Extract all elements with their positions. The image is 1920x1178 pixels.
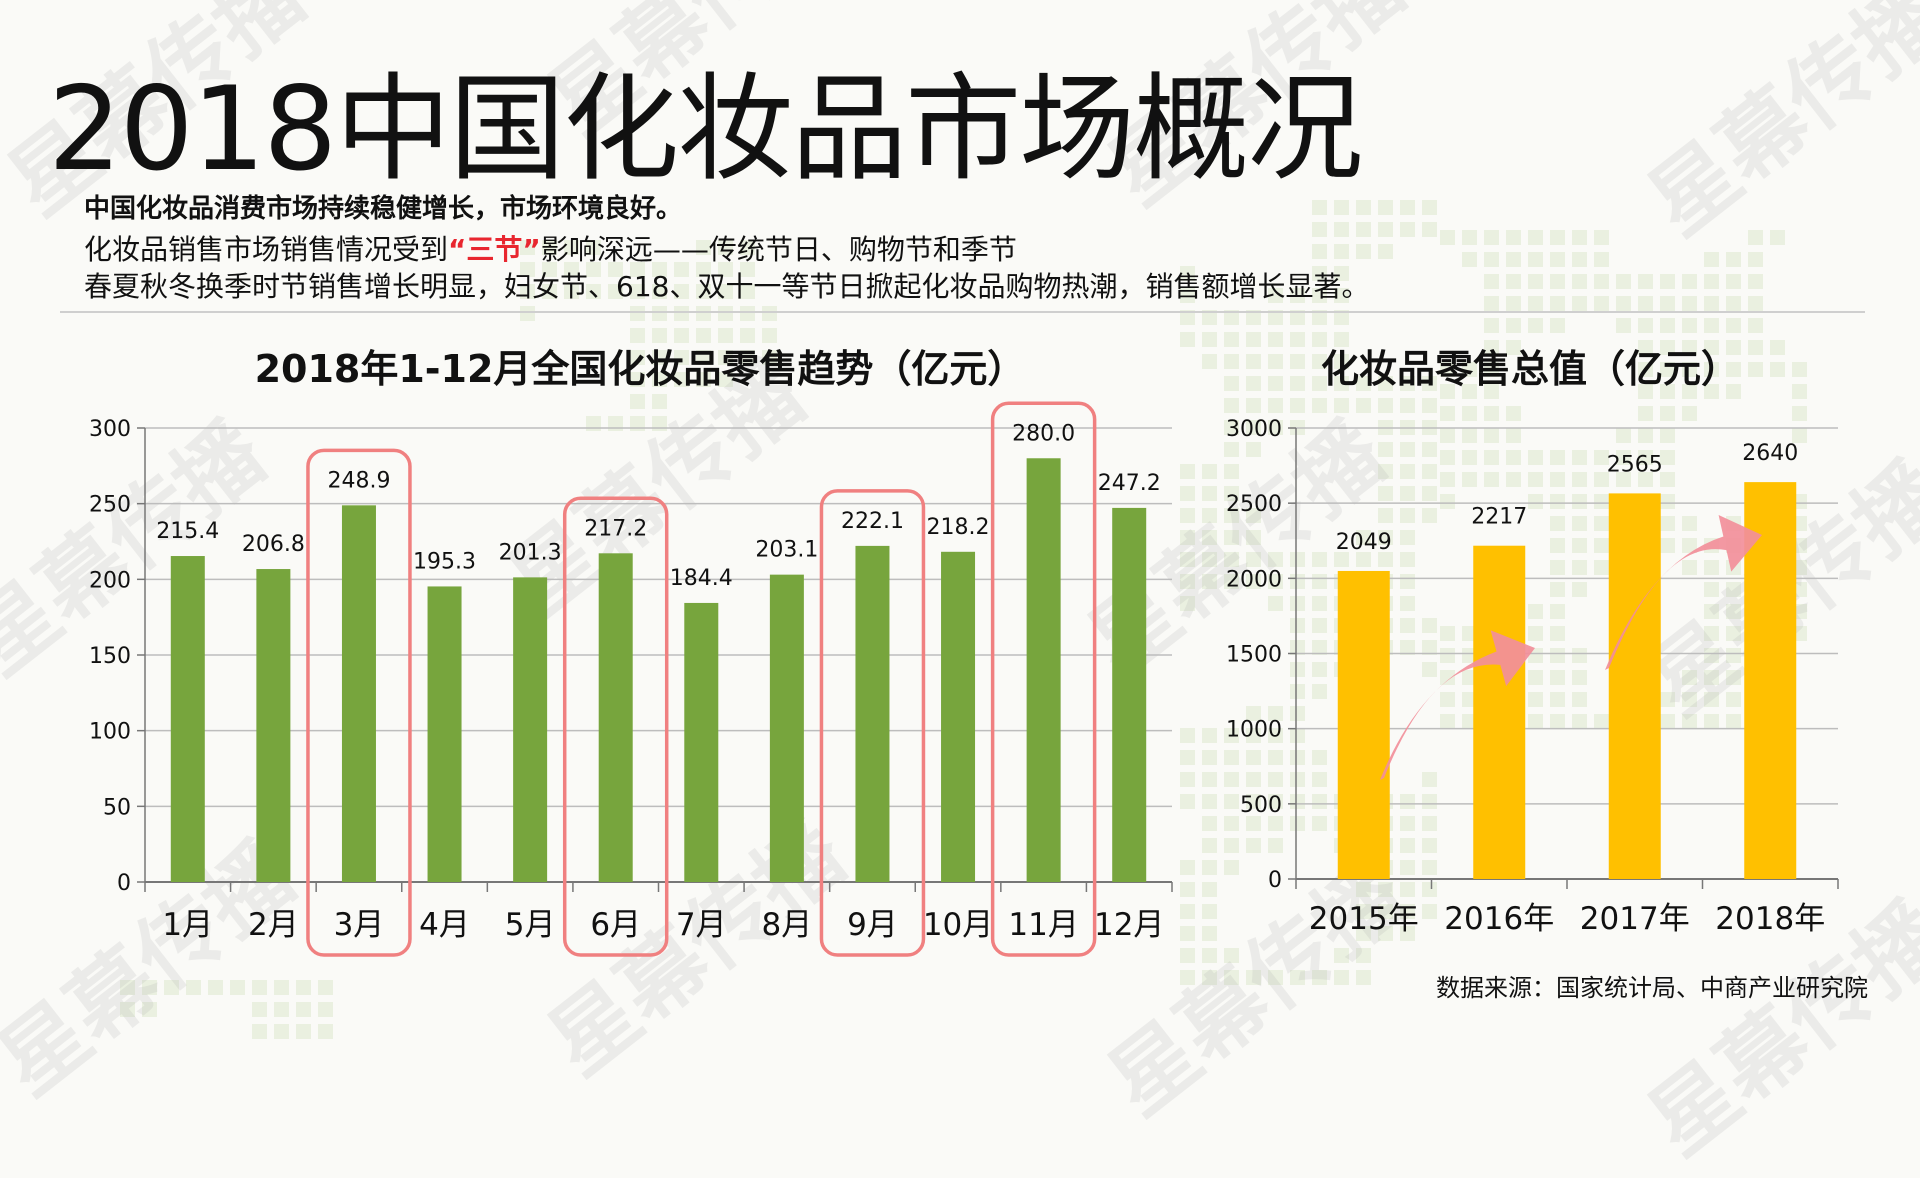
bar-value-label: 247.2	[1098, 471, 1161, 496]
growth-arrows	[1380, 514, 1762, 780]
data-source: 数据来源：国家统计局、中商产业研究院	[1436, 974, 1868, 1002]
bar-value-label: 222.1	[841, 509, 904, 534]
y-tick-label: 200	[89, 568, 131, 593]
highlight-box-9月	[819, 489, 926, 957]
y-tick-label: 2500	[1226, 492, 1282, 517]
bar-value-label: 248.9	[327, 468, 390, 493]
subtitle-line-1: 中国化妆品消费市场持续稳健增长，市场环境良好。	[84, 194, 683, 224]
x-category-label: 2015年	[1309, 901, 1419, 937]
annual-chart-title: 化妆品零售总值（亿元）	[1320, 347, 1739, 391]
bar-value-label: 201.3	[499, 540, 562, 565]
bar-2月	[256, 569, 291, 882]
subtitle-line-2-after: 影响深远——传统节日、购物节和季节	[540, 233, 1017, 266]
highlight-box-11月	[990, 401, 1097, 957]
bar-12月	[1112, 507, 1147, 882]
x-category-label: 2016年	[1444, 901, 1554, 937]
highlight-boxes	[306, 401, 1097, 957]
bar-value-label: 218.2	[927, 515, 990, 540]
bar-value-label: 2640	[1742, 441, 1798, 466]
x-category-label: 4月	[419, 907, 470, 943]
bar-11月	[1026, 458, 1061, 882]
x-category-label: 10月	[923, 907, 993, 943]
x-category-label: 7月	[676, 907, 727, 943]
annual-bars: 2049 2015年 2217 2016年 2565 2017年 2640 2018年	[1309, 441, 1825, 937]
x-category-label: 2018年	[1715, 901, 1825, 937]
bar-1月	[170, 556, 205, 882]
y-tick-label: 250	[89, 493, 131, 518]
y-tick-label: 50	[103, 795, 131, 820]
bar-4月	[427, 586, 462, 882]
bar-2018年	[1744, 482, 1797, 879]
divider	[60, 311, 1865, 313]
bar-value-label: 2565	[1607, 452, 1663, 477]
y-tick-label: 150	[89, 644, 131, 669]
bar-8月	[769, 574, 804, 882]
highlight-box-6月	[562, 496, 669, 957]
y-tick-label: 500	[1240, 793, 1282, 818]
growth-arrow-icon	[1605, 514, 1762, 670]
bar-value-label: 217.2	[584, 516, 647, 541]
y-tick-label: 1500	[1226, 643, 1282, 668]
y-tick-label: 1000	[1226, 718, 1282, 743]
x-category-label: 12月	[1094, 907, 1164, 943]
bar-6月	[598, 553, 633, 882]
monthly-retail-chart: 0 50 100 150 200 250 300 215.4 1月 206.8 2月 248.9 3月 1…	[89, 401, 1173, 957]
subtitle-line-2: 化妆品销售市场销售情况受到“三节”影响深远——传统节日、购物节和季节	[84, 228, 1017, 268]
x-category-label: 3月	[334, 907, 385, 943]
bar-2015年	[1337, 570, 1390, 879]
x-category-label: 9月	[847, 907, 898, 943]
subtitle-line-2-before: 化妆品销售市场销售情况受到	[84, 233, 449, 266]
y-tick-label: 300	[89, 417, 131, 442]
growth-arrow-icon	[1380, 630, 1535, 780]
x-category-label: 6月	[590, 907, 641, 943]
bar-value-label: 215.4	[156, 519, 219, 544]
three-festivals-highlight: “三节”	[448, 233, 541, 266]
bar-2016年	[1473, 545, 1526, 879]
bar-value-label: 184.4	[670, 566, 733, 591]
monthly-chart-title: 2018年1-12月全国化妆品零售趋势（亿元）	[254, 347, 1026, 391]
bar-value-label: 195.3	[413, 549, 476, 574]
bar-value-label: 280.0	[1012, 421, 1075, 446]
dot-map-background	[120, 200, 1807, 1039]
bar-value-label: 2049	[1336, 530, 1392, 555]
monthly-grid: 0 50 100 150 200 250 300	[89, 417, 1173, 896]
dot-map-pattern	[120, 200, 1807, 1039]
x-category-label: 11月	[1008, 907, 1078, 943]
x-category-label: 8月	[762, 907, 813, 943]
highlight-box-3月	[306, 448, 412, 957]
y-tick-label: 2000	[1226, 567, 1282, 592]
y-tick-label: 3000	[1226, 417, 1282, 442]
bar-2017年	[1608, 493, 1661, 879]
y-tick-label: 0	[117, 871, 131, 896]
monthly-bars: 215.4 1月 206.8 2月 248.9 3月 195.3 4月 201.3 5月 217.2…	[156, 421, 1164, 943]
bar-5月	[513, 577, 548, 882]
bar-7月	[684, 602, 719, 882]
x-category-label: 2月	[248, 907, 299, 943]
x-category-label: 2017年	[1580, 901, 1690, 937]
page-title: 2018中国化妆品市场概况	[48, 62, 1363, 197]
x-category-label: 5月	[505, 907, 556, 943]
annual-retail-chart: 0 500 1000 1500 2000 2500 3000 2049 2015年 2217 201…	[1226, 417, 1839, 937]
bar-value-label: 2217	[1471, 505, 1527, 530]
x-category-label: 1月	[162, 907, 213, 943]
bar-value-label: 203.1	[755, 538, 818, 563]
subtitle-line-3: 春夏秋冬换季时节销售增长明显，妇女节、618、双十一等节日掀起化妆品购物热潮，销…	[84, 270, 1370, 303]
y-tick-label: 100	[89, 720, 131, 745]
bar-value-label: 206.8	[242, 532, 305, 557]
bar-10月	[941, 551, 976, 882]
bar-3月	[341, 505, 376, 882]
bar-9月	[855, 545, 890, 882]
y-tick-label: 0	[1268, 868, 1282, 893]
